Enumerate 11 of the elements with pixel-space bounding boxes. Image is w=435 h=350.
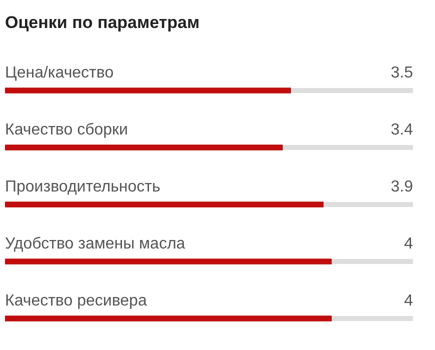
data-label: 3.9 — [390, 178, 414, 196]
chart-title: Оценки по параметрам — [5, 13, 200, 32]
data-label: 4 — [404, 236, 414, 252]
y-tick-label: Удобство замены масла — [5, 236, 186, 252]
data-label: 3.4 — [390, 122, 414, 138]
data-label: 3.5 — [390, 64, 414, 82]
y-tick-label: Цена/качество — [5, 64, 114, 82]
y-tick-label: Качество ресивера — [5, 292, 147, 310]
data-label: 4 — [404, 292, 414, 310]
y-tick-label: Производительность — [5, 178, 160, 196]
y-tick-label: Качество сборки — [5, 122, 128, 138]
